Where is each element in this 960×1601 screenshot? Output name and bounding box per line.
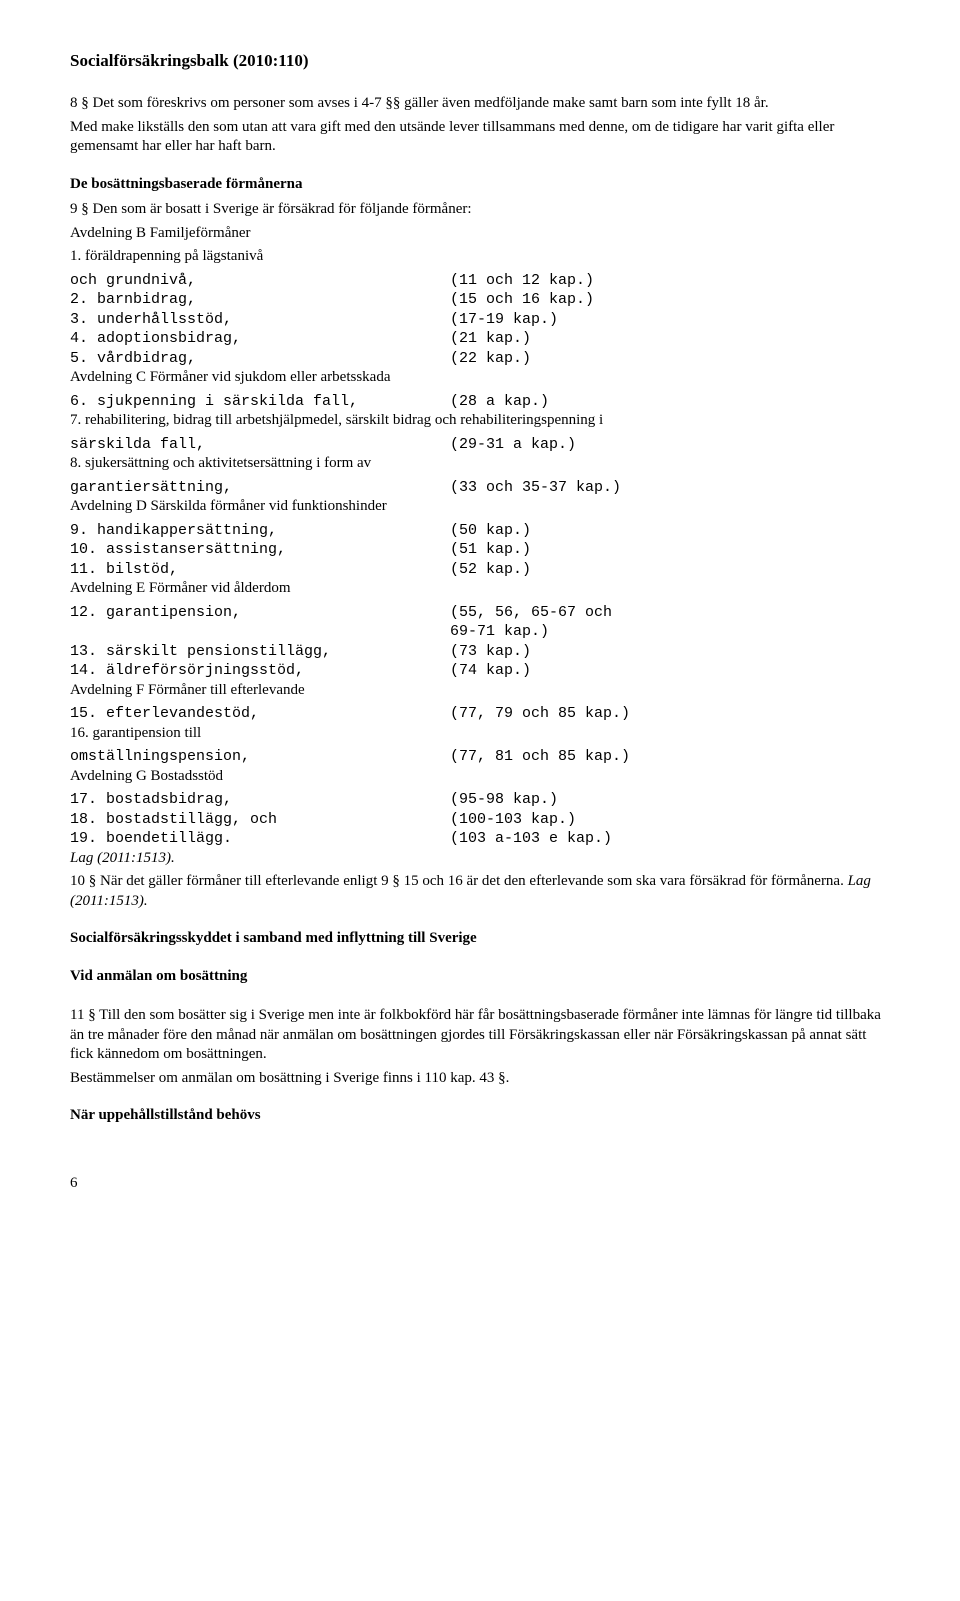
list-row: 3. underhållsstöd,(17-19 kap.) xyxy=(70,310,890,330)
row-left: 9. handikappersättning, xyxy=(70,521,450,541)
row-right: 69-71 kap.) xyxy=(450,622,890,642)
row-left: 6. sjukpenning i särskilda fall, xyxy=(70,392,450,412)
row-right: (11 och 12 kap.) xyxy=(450,271,890,291)
row-right: (100-103 kap.) xyxy=(450,810,890,830)
heading-skydd: Socialförsäkringsskyddet i samband med i… xyxy=(70,929,890,949)
document-title: Socialförsäkringsbalk (2010:110) xyxy=(70,50,890,72)
row-left: och grundnivå, xyxy=(70,271,450,291)
row-left: 15. efterlevandestöd, xyxy=(70,704,450,724)
row-left: 18. bostadstillägg, och xyxy=(70,810,450,830)
row-right: (22 kap.) xyxy=(450,349,890,369)
line-8: 8. sjukersättning och aktivitetsersättni… xyxy=(70,454,890,474)
list-row: 2. barnbidrag,(15 och 16 kap.) xyxy=(70,290,890,310)
avdelning-e: Avdelning E Förmåner vid ålderdom xyxy=(70,579,890,599)
row-right: (51 kap.) xyxy=(450,540,890,560)
avdelning-d: Avdelning D Särskilda förmåner vid funkt… xyxy=(70,497,890,517)
row-left: omställningspension, xyxy=(70,747,450,767)
row-right: (33 och 35-37 kap.) xyxy=(450,478,890,498)
paragraph-11b: Bestämmelser om anmälan om bosättning i … xyxy=(70,1069,890,1089)
row-right: (50 kap.) xyxy=(450,521,890,541)
list-row: 12. garantipension,(55, 56, 65-67 och xyxy=(70,603,890,623)
paragraph-8b: Med make likställs den som utan att vara… xyxy=(70,118,890,157)
list-row: särskilda fall,(29-31 a kap.) xyxy=(70,435,890,455)
heading-uppehall: När uppehållstillstånd behövs xyxy=(70,1106,890,1126)
row-left: särskilda fall, xyxy=(70,435,450,455)
row-left: 2. barnbidrag, xyxy=(70,290,450,310)
row-left: 13. särskilt pensionstillägg, xyxy=(70,642,450,662)
avdelning-f: Avdelning F Förmåner till efterlevande xyxy=(70,681,890,701)
row-left: 4. adoptionsbidrag, xyxy=(70,329,450,349)
list-row: 69-71 kap.) xyxy=(70,622,890,642)
list-row: 13. särskilt pensionstillägg,(73 kap.) xyxy=(70,642,890,662)
law-ref-1: Lag (2011:1513). xyxy=(70,849,890,869)
row-left: 17. bostadsbidrag, xyxy=(70,790,450,810)
list-row: garantiersättning,(33 och 35-37 kap.) xyxy=(70,478,890,498)
list-row: 4. adoptionsbidrag,(21 kap.) xyxy=(70,329,890,349)
paragraph-9-intro: 9 § Den som är bosatt i Sverige är försä… xyxy=(70,200,890,220)
row-left: 10. assistansersättning, xyxy=(70,540,450,560)
row-left xyxy=(70,622,450,642)
row-right: (17-19 kap.) xyxy=(450,310,890,330)
list-row: 10. assistansersättning,(51 kap.) xyxy=(70,540,890,560)
avdelning-c: Avdelning C Förmåner vid sjukdom eller a… xyxy=(70,368,890,388)
heading-bosattning: De bosättningsbaserade förmånerna xyxy=(70,175,890,195)
line-7: 7. rehabilitering, bidrag till arbetshjä… xyxy=(70,411,890,431)
row-right: (55, 56, 65-67 och xyxy=(450,603,890,623)
row-left: 14. äldreförsörjningsstöd, xyxy=(70,661,450,681)
row-right: (28 a kap.) xyxy=(450,392,890,412)
row-right: (73 kap.) xyxy=(450,642,890,662)
row-right: (52 kap.) xyxy=(450,560,890,580)
row-left: 19. boendetillägg. xyxy=(70,829,450,849)
row-left: 12. garantipension, xyxy=(70,603,450,623)
list-row: 18. bostadstillägg, och(100-103 kap.) xyxy=(70,810,890,830)
heading-anmalan: Vid anmälan om bosättning xyxy=(70,967,890,987)
row-right: (103 a-103 e kap.) xyxy=(450,829,890,849)
list-row: 5. vårdbidrag,(22 kap.) xyxy=(70,349,890,369)
row-right: (21 kap.) xyxy=(450,329,890,349)
avdelning-b: Avdelning B Familjeförmåner xyxy=(70,224,890,244)
row-right: (29-31 a kap.) xyxy=(450,435,890,455)
page-number: 6 xyxy=(70,1174,890,1194)
line-16: 16. garantipension till xyxy=(70,724,890,744)
paragraph-8a: 8 § Det som föreskrivs om personer som a… xyxy=(70,94,890,114)
avdelning-g: Avdelning G Bostadsstöd xyxy=(70,767,890,787)
list-row: 19. boendetillägg.(103 a-103 e kap.) xyxy=(70,829,890,849)
p10-text: 10 § När det gäller förmåner till efterl… xyxy=(70,873,848,889)
paragraph-10: 10 § När det gäller förmåner till efterl… xyxy=(70,872,890,911)
list-row: 9. handikappersättning,(50 kap.) xyxy=(70,521,890,541)
row-right: (77, 79 och 85 kap.) xyxy=(450,704,890,724)
row-right: (15 och 16 kap.) xyxy=(450,290,890,310)
row-left: 3. underhållsstöd, xyxy=(70,310,450,330)
paragraph-11a: 11 § Till den som bosätter sig i Sverige… xyxy=(70,1006,890,1065)
list-row: 6. sjukpenning i särskilda fall,(28 a ka… xyxy=(70,392,890,412)
list-row: omställningspension,(77, 81 och 85 kap.) xyxy=(70,747,890,767)
row-left: 11. bilstöd, xyxy=(70,560,450,580)
list-row: 11. bilstöd,(52 kap.) xyxy=(70,560,890,580)
list-row: 17. bostadsbidrag,(95-98 kap.) xyxy=(70,790,890,810)
row-right: (74 kap.) xyxy=(450,661,890,681)
row-right: (77, 81 och 85 kap.) xyxy=(450,747,890,767)
row-left: garantiersättning, xyxy=(70,478,450,498)
row-right: (95-98 kap.) xyxy=(450,790,890,810)
list-row: 15. efterlevandestöd,(77, 79 och 85 kap.… xyxy=(70,704,890,724)
list-row: 14. äldreförsörjningsstöd,(74 kap.) xyxy=(70,661,890,681)
list-row: och grundnivå,(11 och 12 kap.) xyxy=(70,271,890,291)
line-1: 1. föräldrapenning på lägstanivå xyxy=(70,247,890,267)
row-left: 5. vårdbidrag, xyxy=(70,349,450,369)
